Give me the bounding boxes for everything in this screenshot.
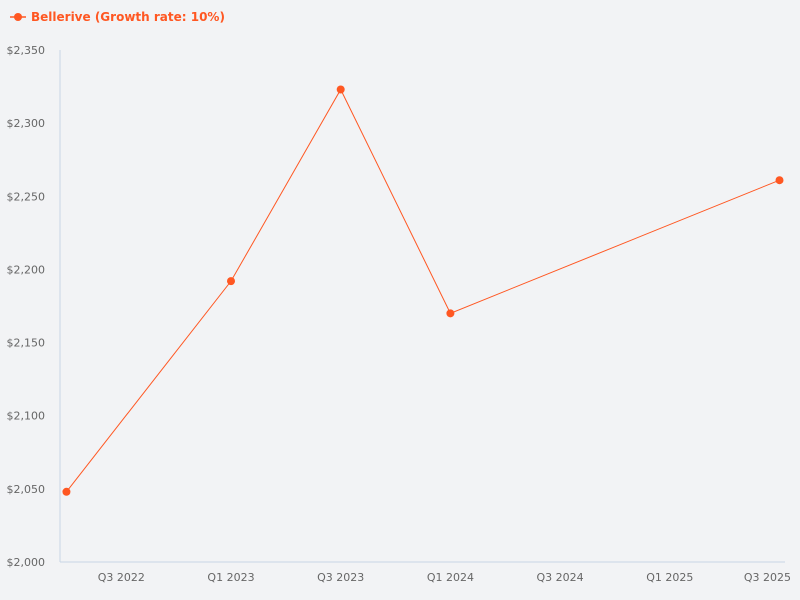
series-group [62,85,784,496]
y-axis-ticks: $2,000 $2,050 $2,100 $2,150 $2,200 $2,250 $2,3… [7,44,46,569]
y-tick-label: $2,050 [7,483,46,496]
x-tick-label: Q1 2024 [427,571,474,584]
x-tick-label: Q1 2025 [646,571,693,584]
y-tick-label: $2,200 [7,263,46,276]
x-axis-ticks: Q3 2022 Q1 2023 Q3 2023 Q1 2024 Q3 2024 Q1 20… [98,571,791,584]
series-line [66,88,780,493]
data-point[interactable] [227,277,235,286]
x-tick-label: Q3 2023 [317,571,364,584]
y-tick-label: $2,150 [7,337,46,350]
data-point[interactable] [336,85,345,94]
legend-dot-marker [14,13,22,21]
x-tick-label: Q1 2023 [207,571,254,584]
data-point[interactable] [446,309,455,318]
data-point[interactable] [775,176,784,185]
y-tick-label: $2,350 [7,44,46,57]
legend[interactable]: Bellerive (Growth rate: 10%) [10,10,225,24]
x-tick-label: Q3 2024 [537,571,584,584]
x-tick-label: Q3 2025 [744,571,791,584]
y-tick-label: $2,000 [7,556,46,569]
y-tick-label: $2,300 [7,117,46,130]
x-tick-label: Q3 2022 [98,571,145,584]
y-tick-label: $2,100 [7,410,46,423]
y-tick-label: $2,250 [7,190,46,203]
legend-label: Bellerive (Growth rate: 10%) [31,10,225,24]
data-point[interactable] [62,487,71,496]
